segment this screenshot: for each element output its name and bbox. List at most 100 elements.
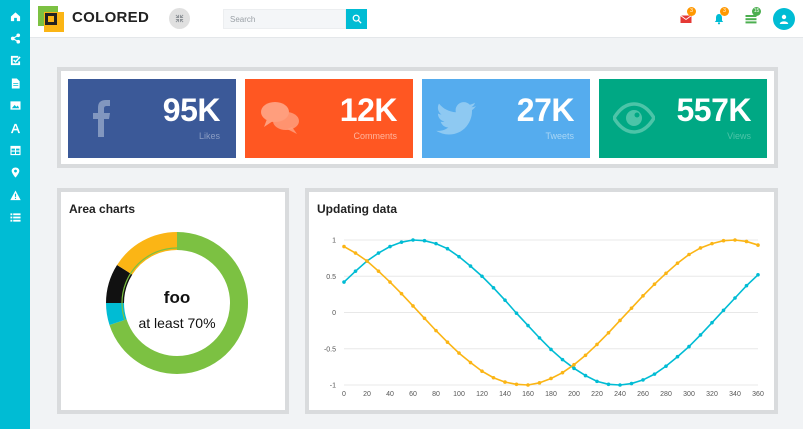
data-point[interactable]	[526, 383, 530, 387]
data-point[interactable]	[388, 280, 392, 284]
data-point[interactable]	[342, 244, 346, 249]
data-point[interactable]	[756, 243, 760, 247]
data-point[interactable]	[480, 274, 484, 279]
data-point[interactable]	[537, 336, 542, 340]
data-point[interactable]	[572, 366, 576, 371]
data-point[interactable]	[560, 357, 565, 362]
data-point[interactable]	[756, 273, 760, 277]
data-point[interactable]	[618, 318, 622, 323]
data-point[interactable]	[399, 240, 404, 244]
messages-button[interactable]: 3	[680, 7, 696, 26]
search-button[interactable]	[346, 9, 367, 29]
sidebar-item-home[interactable]	[8, 9, 22, 23]
data-point[interactable]	[698, 333, 703, 337]
data-point[interactable]	[595, 379, 599, 384]
data-point[interactable]	[721, 238, 726, 243]
data-point[interactable]	[388, 244, 392, 249]
donut-slice-3[interactable]	[117, 232, 178, 275]
data-point[interactable]	[595, 342, 599, 347]
data-point[interactable]	[664, 271, 668, 276]
data-point[interactable]	[652, 282, 657, 287]
data-point[interactable]	[733, 238, 737, 242]
data-point[interactable]	[675, 261, 680, 265]
sidebar	[0, 0, 30, 429]
data-point[interactable]	[744, 239, 749, 244]
data-point[interactable]	[457, 254, 461, 259]
data-point[interactable]	[641, 378, 645, 382]
data-point[interactable]	[572, 362, 576, 367]
data-point[interactable]	[457, 351, 461, 355]
data-point[interactable]	[733, 296, 737, 300]
data-point[interactable]	[560, 370, 565, 375]
data-point[interactable]	[491, 286, 496, 290]
data-point[interactable]	[652, 372, 657, 376]
data-point[interactable]	[468, 360, 473, 365]
donut-slice-1[interactable]	[106, 302, 127, 325]
data-point[interactable]	[376, 269, 381, 273]
collapse-sidebar-button[interactable]	[169, 8, 190, 29]
y-tick-label: -0.5	[324, 346, 336, 353]
data-point[interactable]	[503, 298, 507, 302]
data-point[interactable]	[606, 382, 611, 387]
data-point[interactable]	[422, 238, 427, 243]
data-point[interactable]	[641, 294, 645, 298]
sidebar-item-list[interactable]	[8, 211, 22, 225]
data-point[interactable]	[491, 375, 496, 380]
user-icon	[779, 14, 789, 24]
data-point[interactable]	[606, 331, 611, 335]
search-input[interactable]	[223, 9, 346, 29]
data-point[interactable]	[664, 364, 668, 368]
data-point[interactable]	[549, 347, 553, 352]
home-icon	[10, 11, 20, 21]
data-point[interactable]	[514, 382, 519, 387]
data-point[interactable]	[514, 311, 519, 316]
donut-slice-2[interactable]	[106, 264, 133, 304]
data-point[interactable]	[468, 264, 473, 268]
data-point[interactable]	[480, 369, 484, 374]
alerts-button[interactable]: 3	[713, 7, 729, 26]
data-point[interactable]	[445, 246, 450, 251]
data-point[interactable]	[342, 280, 346, 284]
data-point[interactable]	[353, 251, 358, 255]
sidebar-item-file[interactable]	[8, 76, 22, 90]
data-point[interactable]	[526, 323, 530, 328]
data-point[interactable]	[399, 291, 404, 296]
data-point[interactable]	[698, 246, 703, 250]
data-point[interactable]	[710, 320, 714, 325]
data-point[interactable]	[353, 269, 358, 273]
data-point[interactable]	[721, 308, 726, 313]
sidebar-item-checkbox[interactable]	[8, 54, 22, 68]
data-point[interactable]	[583, 373, 588, 378]
sidebar-item-warning[interactable]	[8, 188, 22, 202]
data-point[interactable]	[411, 304, 415, 308]
data-point[interactable]	[687, 344, 691, 349]
data-point[interactable]	[411, 238, 415, 242]
data-point[interactable]	[434, 328, 438, 333]
sidebar-item-image[interactable]	[8, 99, 22, 113]
donut-slice-0[interactable]	[109, 232, 248, 374]
eye-icon	[611, 97, 657, 139]
data-point[interactable]	[744, 283, 749, 288]
search-icon	[352, 14, 362, 24]
data-point[interactable]	[549, 376, 553, 381]
data-point[interactable]	[434, 241, 438, 246]
data-point[interactable]	[675, 354, 680, 359]
data-point[interactable]	[422, 316, 427, 321]
data-point[interactable]	[629, 381, 634, 386]
sidebar-item-font[interactable]	[8, 121, 22, 135]
sidebar-item-share-nodes[interactable]	[8, 31, 22, 45]
user-avatar[interactable]	[773, 8, 795, 30]
tasks-button[interactable]: 15	[745, 7, 761, 26]
data-point[interactable]	[537, 381, 542, 385]
data-point[interactable]	[687, 252, 691, 257]
data-point[interactable]	[618, 383, 622, 387]
data-point[interactable]	[629, 306, 634, 310]
sidebar-item-map-marker[interactable]	[8, 166, 22, 180]
data-point[interactable]	[376, 251, 381, 255]
sidebar-item-table[interactable]	[8, 143, 22, 157]
data-point[interactable]	[503, 380, 507, 384]
data-point[interactable]	[710, 241, 714, 246]
data-point[interactable]	[583, 353, 588, 358]
data-point[interactable]	[365, 259, 369, 263]
data-point[interactable]	[445, 340, 450, 345]
